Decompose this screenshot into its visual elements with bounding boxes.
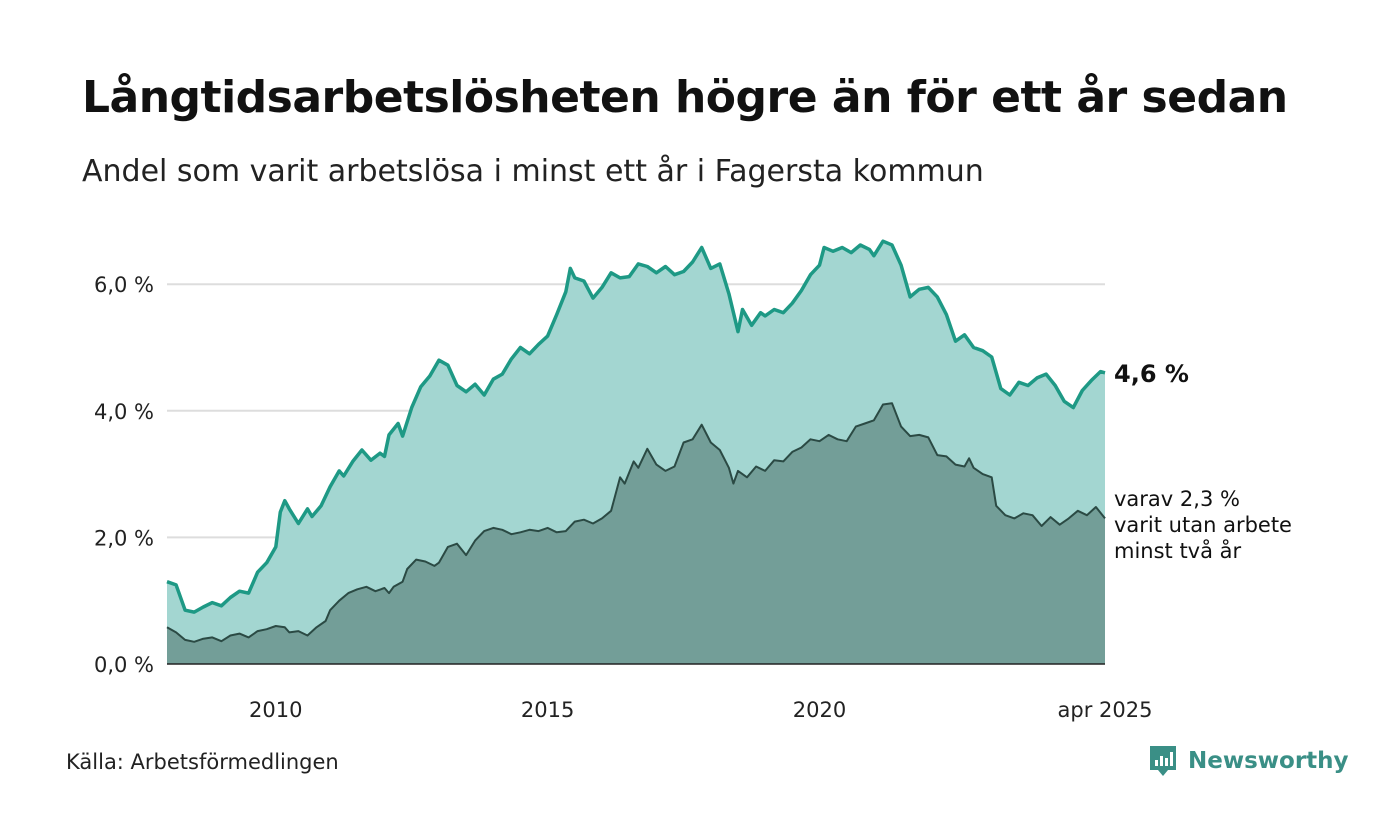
sub-area (167, 403, 1105, 664)
end-label-sub-line: minst två år (1114, 538, 1242, 563)
x-tick-label: apr 2025 (1058, 698, 1153, 722)
newsworthy-logo-icon (1150, 746, 1176, 776)
x-axis-ticks: 2010 2015 2020 apr 2025 (249, 698, 1152, 722)
area-layer (166, 239, 1106, 664)
chart-title: Långtidsarbetslösheten högre än för ett … (82, 72, 1288, 123)
y-tick-label: 6,0 % (94, 273, 154, 297)
x-tick-label: 2010 (249, 698, 302, 722)
y-axis-ticks: 0,0 % 2,0 % 4,0 % 6,0 % (94, 273, 154, 677)
total-line (166, 239, 1106, 614)
chart-subtitle: Andel som varit arbetslösa i minst ett å… (82, 154, 984, 189)
y-tick-label: 4,0 % (94, 400, 154, 424)
end-label-total: 4,6 % (1114, 360, 1189, 388)
y-tick-label: 2,0 % (94, 526, 154, 550)
y-tick-label: 0,0 % (94, 653, 154, 677)
brand-name: Newsworthy (1188, 748, 1349, 774)
end-label-sub: varav 2,3 % varit utan arbete minst två … (1114, 487, 1299, 563)
sub-line (166, 402, 1106, 643)
end-label-sub-line: varit utan arbete (1114, 513, 1292, 537)
source-note: Källa: Arbetsförmedlingen (66, 750, 339, 774)
brand-logo: Newsworthy (1148, 744, 1349, 778)
x-tick-label: 2015 (521, 698, 574, 722)
end-label-sub-line: varav 2,3 % (1114, 487, 1240, 511)
x-tick-label: 2020 (793, 698, 846, 722)
